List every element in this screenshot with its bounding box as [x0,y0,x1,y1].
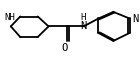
Text: N: N [132,14,138,24]
Text: NH: NH [5,13,15,22]
Text: N: N [80,21,86,31]
Text: O: O [61,43,67,53]
Text: H: H [80,13,86,22]
